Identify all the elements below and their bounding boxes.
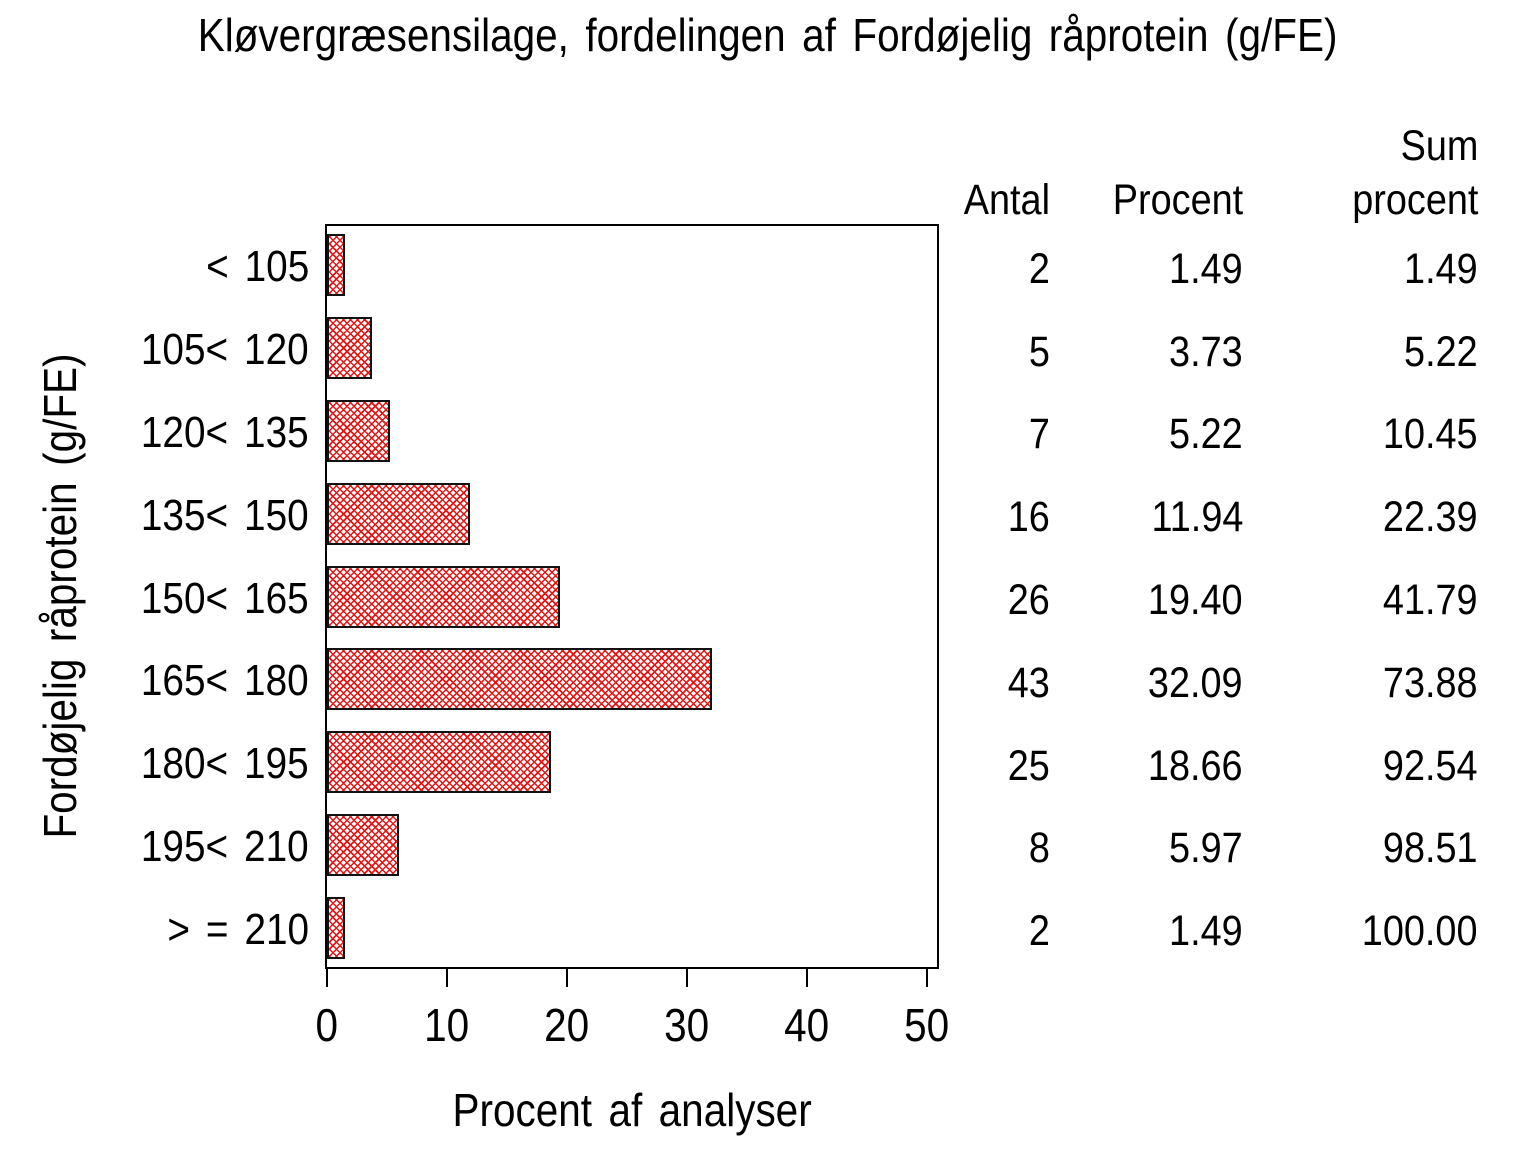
category-label-text: 120< 135 xyxy=(141,407,309,457)
table-cell: 98.51 xyxy=(1383,824,1478,873)
bar xyxy=(327,234,345,297)
table-cell: 2 xyxy=(1028,907,1050,956)
category-label: > = 210 xyxy=(0,899,309,961)
category-label: 195< 210 xyxy=(0,816,309,878)
table-cell: 32.09 xyxy=(1148,658,1243,707)
category-label-text: 180< 195 xyxy=(141,739,309,789)
bar xyxy=(327,317,372,380)
x-axis-label-text: Procent af analyser xyxy=(452,1084,812,1136)
table-cell: 92.54 xyxy=(1383,741,1478,790)
category-label: < 105 xyxy=(0,236,309,298)
table-cell: 19.40 xyxy=(1148,576,1243,624)
x-tick-label: 0 xyxy=(267,998,387,1052)
bar xyxy=(327,648,712,711)
table-row: 26 19.40 41.79 xyxy=(900,570,1478,632)
x-tick-label-text: 50 xyxy=(904,999,950,1051)
table-header-sumprocent: procent xyxy=(1351,176,1478,224)
category-label-text: > = 210 xyxy=(167,904,309,954)
table-cell: 5.22 xyxy=(1169,410,1243,459)
table-header-antal: Antal xyxy=(963,176,1050,224)
stats-table: Sum Antal Procent procent 2 1.49 1.49 5 3.73… xyxy=(900,0,1478,1152)
x-tick-mark xyxy=(926,969,928,987)
table-cell: 2 xyxy=(1028,244,1050,293)
category-label: 165< 180 xyxy=(0,650,309,712)
table-row: 8 5.97 98.51 xyxy=(900,818,1478,880)
table-row: 25 18.66 92.54 xyxy=(900,735,1478,797)
x-tick-label: 10 xyxy=(387,998,507,1052)
x-tick-label-text: 40 xyxy=(784,999,830,1051)
bar xyxy=(327,896,345,959)
x-axis-label: Procent af analyser xyxy=(325,1083,939,1137)
table-cell: 1.49 xyxy=(1169,244,1243,293)
table-cell: 1.49 xyxy=(1169,907,1243,956)
category-label-text: 195< 210 xyxy=(141,821,309,871)
table-cell: 73.88 xyxy=(1383,658,1478,707)
table-cell: 5.97 xyxy=(1169,824,1243,873)
table-header-procent: Procent xyxy=(1112,176,1243,224)
table-cell: 100.00 xyxy=(1362,907,1478,956)
x-tick-label: 50 xyxy=(867,998,987,1052)
x-tick-mark xyxy=(326,969,328,987)
table-cell: 10.45 xyxy=(1383,410,1478,459)
bar xyxy=(327,399,390,462)
table-cell: 5 xyxy=(1028,327,1050,376)
table-cell: 3.73 xyxy=(1169,327,1243,376)
table-cell: 43 xyxy=(1007,658,1050,707)
category-label-text: 150< 165 xyxy=(141,573,309,623)
x-tick-mark xyxy=(446,969,448,987)
table-cell: 11.94 xyxy=(1151,493,1243,542)
table-row: 5 3.73 5.22 xyxy=(900,321,1478,383)
table-row: 7 5.22 10.45 xyxy=(900,404,1478,466)
table-row: 16 11.94 22.39 xyxy=(900,487,1478,549)
x-tick-label-text: 30 xyxy=(664,999,710,1051)
category-label: 120< 135 xyxy=(0,402,309,464)
table-cell: 7 xyxy=(1028,410,1050,459)
table-cell: 18.66 xyxy=(1148,741,1243,790)
table-cell: 26 xyxy=(1007,576,1050,624)
plot-area xyxy=(325,224,939,969)
bar xyxy=(327,482,470,545)
category-label: 180< 195 xyxy=(0,733,309,795)
table-row: 2 1.49 1.49 xyxy=(900,238,1478,300)
table-header-line1: Sum xyxy=(900,122,1478,171)
table-cell: 1.49 xyxy=(1404,244,1478,293)
table-row: 43 32.09 73.88 xyxy=(900,652,1478,714)
category-label: 150< 165 xyxy=(0,568,309,630)
bar xyxy=(327,565,560,628)
table-cell: 25 xyxy=(1007,741,1050,790)
table-cell: 5.22 xyxy=(1404,327,1478,376)
chart-title-text: Kløvergræsensilage, fordelingen af Fordø… xyxy=(198,9,1338,61)
x-tick-label: 40 xyxy=(747,998,867,1052)
table-cell: 16 xyxy=(1007,493,1050,542)
x-tick-mark xyxy=(686,969,688,987)
table-header-line2: Antal Procent procent xyxy=(900,176,1478,225)
x-tick-label: 20 xyxy=(507,998,627,1052)
category-label: 135< 150 xyxy=(0,485,309,547)
category-label-text: 105< 120 xyxy=(141,325,309,375)
x-tick-mark xyxy=(566,969,568,987)
category-label: 105< 120 xyxy=(0,319,309,381)
table-cell: 8 xyxy=(1028,824,1050,873)
x-tick-label-text: 10 xyxy=(424,999,470,1051)
table-header-sum: Sum xyxy=(1400,122,1478,170)
category-label-text: < 105 xyxy=(205,242,309,292)
x-tick-label-text: 0 xyxy=(315,999,339,1051)
table-cell: 41.79 xyxy=(1383,576,1478,624)
category-label-text: 165< 180 xyxy=(141,656,309,706)
bar xyxy=(327,731,551,794)
bar xyxy=(327,813,399,876)
chart-title: Kløvergræsensilage, fordelingen af Fordø… xyxy=(0,8,1536,62)
table-cell: 22.39 xyxy=(1383,493,1478,542)
category-label-text: 135< 150 xyxy=(141,490,309,540)
x-tick-label-text: 20 xyxy=(544,999,590,1051)
x-tick-label: 30 xyxy=(627,998,747,1052)
x-tick-mark xyxy=(806,969,808,987)
table-row: 2 1.49 100.00 xyxy=(900,901,1478,963)
